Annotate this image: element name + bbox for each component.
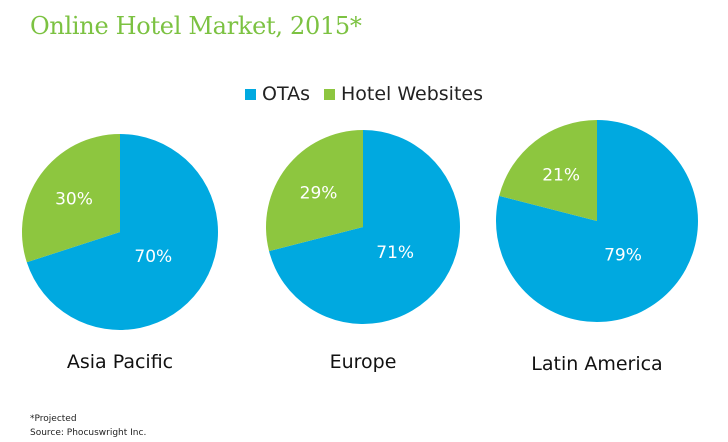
chart-title: Online Hotel Market, 2015* (30, 12, 362, 40)
pie-asia-pacific: 70% 30% Asia Pacific (21, 134, 219, 373)
legend-item-otas: OTAs (245, 83, 310, 105)
footer: *Projected Source: Phocuswright Inc. (30, 412, 146, 440)
slice-europe-otas (269, 130, 460, 324)
slice-asia-pacific-hotel-websites (21, 134, 120, 263)
legend-swatch-otas (245, 88, 256, 100)
data-label-europe-hotel-websites: 29% (300, 184, 338, 204)
footnote-projected: *Projected (30, 414, 77, 424)
legend-label-hotel-websites: Hotel Websites (340, 83, 483, 105)
legend: OTAs Hotel Websites (0, 83, 728, 105)
data-label-latin-america-hotel-websites: 21% (542, 166, 580, 186)
slice-asia-pacific-otas (26, 134, 219, 330)
slice-latin-america-hotel-websites (499, 120, 597, 221)
data-label-latin-america-otas: 79% (604, 246, 642, 266)
legend-label-otas: OTAs (262, 83, 310, 105)
legend-item-hotel-websites: Hotel Websites (323, 83, 483, 105)
legend-swatch-hotel-websites (323, 88, 335, 100)
source-note: Source: Phocuswright Inc. (30, 428, 147, 438)
pie-title-europe: Europe (330, 351, 397, 373)
data-label-asia-pacific-otas: 70% (134, 247, 172, 267)
pie-title-latin-america: Latin America (531, 353, 662, 375)
pie-title-asia-pacific: Asia Pacific (67, 351, 173, 373)
data-label-asia-pacific-hotel-websites: 30% (55, 190, 93, 210)
pie-europe: 71% 29% Europe (266, 130, 460, 373)
pie-latin-america: 79% 21% Latin America (496, 120, 698, 375)
slice-europe-hotel-websites (266, 130, 363, 252)
data-label-europe-otas: 71% (376, 243, 414, 263)
